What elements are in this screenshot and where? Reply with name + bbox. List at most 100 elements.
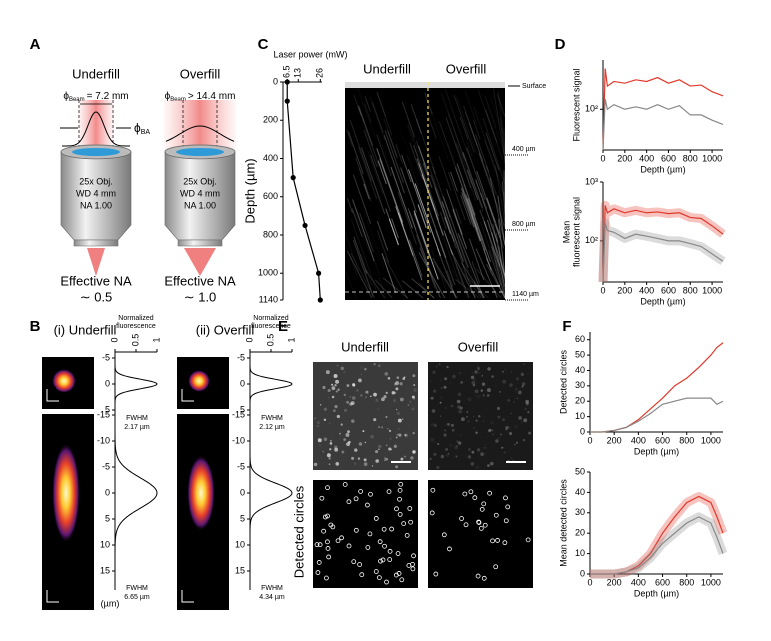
- image-streak: [482, 118, 506, 185]
- cell-spot: [331, 383, 334, 386]
- tick-label: 5: [240, 513, 245, 523]
- image-streak: [445, 117, 472, 189]
- cell-spot: [496, 406, 501, 411]
- detected-circle: [429, 510, 435, 516]
- image-streak: [353, 236, 368, 274]
- detected-circle: [321, 528, 326, 534]
- image-streak: [418, 145, 430, 177]
- image-streak: [351, 219, 378, 294]
- cell-spot: [317, 425, 319, 427]
- cell-spot: [393, 444, 397, 448]
- axial-spot: [52, 443, 80, 543]
- image-streak: [439, 211, 447, 230]
- cell-spot: [364, 441, 367, 444]
- y-axis-title: Mean: [561, 221, 571, 244]
- image-streak: [413, 144, 439, 217]
- cell-spot: [522, 466, 525, 469]
- cell-spot: [329, 439, 332, 442]
- cell-spot: [340, 366, 345, 371]
- cell-spot: [491, 429, 494, 432]
- y-tick-label: 50: [575, 466, 585, 476]
- detected-circle: [367, 531, 373, 537]
- unit: (µm): [101, 598, 120, 608]
- cell-spot: [431, 409, 436, 413]
- detected-circle: [330, 524, 336, 530]
- x-tick-label: 200: [617, 285, 632, 295]
- cell-spot: [457, 405, 461, 409]
- cell-spot: [319, 404, 322, 406]
- image-streak: [402, 280, 424, 299]
- image-streak: [485, 258, 506, 299]
- cell-spot: [367, 417, 369, 419]
- cell-spot: [451, 428, 455, 432]
- cell-spot: [317, 438, 322, 443]
- cell-spot: [412, 431, 415, 435]
- cell-spot: [396, 408, 398, 411]
- image-streak: [382, 277, 409, 299]
- y-tick-label: 60: [575, 334, 585, 344]
- cell-spot: [396, 376, 400, 379]
- cell-spot: [435, 365, 438, 368]
- image-streak: [371, 101, 384, 134]
- image-streak: [430, 174, 455, 243]
- detected-circle: [325, 546, 331, 551]
- image-streak: [477, 89, 504, 161]
- image-streak: [358, 168, 367, 189]
- cell-spot: [525, 399, 530, 404]
- cell-spot: [326, 408, 327, 409]
- cell-spot: [349, 438, 352, 441]
- image-streak: [432, 166, 451, 218]
- image-streak: [415, 119, 437, 175]
- image-streak: [425, 110, 437, 139]
- cell-spot: [483, 446, 486, 449]
- image-streak: [471, 214, 492, 271]
- tick-label: 0: [240, 487, 245, 497]
- cell-spot: [509, 383, 513, 387]
- axis-letter: y: [187, 383, 192, 393]
- image-streak: [422, 163, 433, 188]
- detected-circle: [373, 516, 379, 521]
- cell-spot: [327, 397, 330, 399]
- cell-spot: [395, 465, 399, 469]
- x-axis-title: Depth (µm): [634, 446, 679, 456]
- y-axis-title: fluorescent signal: [571, 197, 581, 267]
- detected-circle: [319, 495, 325, 501]
- beam-diameter-part: ϕ: [63, 91, 69, 102]
- image-streak: [453, 258, 464, 285]
- cell-spot: [373, 418, 377, 422]
- cell-spot: [477, 394, 481, 399]
- detected-circle: [447, 546, 452, 552]
- x-tick-label: 400: [631, 435, 646, 445]
- cell-spot: [521, 382, 526, 386]
- fwhm: FWHM: [126, 585, 148, 592]
- cell-spot: [413, 384, 416, 386]
- beam: [164, 100, 236, 150]
- detected-circle: [368, 491, 373, 497]
- detected-circle: [389, 526, 395, 532]
- cell-spot: [399, 432, 401, 435]
- cell-spot: [514, 387, 518, 392]
- image-streak: [383, 118, 398, 157]
- cell-spot: [370, 425, 372, 427]
- cell-spot: [510, 412, 512, 415]
- cell-spot: [522, 384, 524, 387]
- series-band: [598, 218, 726, 283]
- cell-spot: [375, 459, 379, 463]
- image-streak: [503, 170, 506, 226]
- cell-spot: [459, 372, 461, 374]
- image-streak: [438, 155, 452, 192]
- detected-circle: [503, 495, 508, 501]
- cell-spot: [349, 396, 351, 398]
- detected-circle: [317, 542, 323, 548]
- image-streak: [446, 189, 463, 235]
- fwhm: FWHM: [126, 415, 148, 422]
- image-streak: [489, 177, 506, 245]
- cell-spot: [474, 389, 479, 394]
- cell-spot: [403, 455, 407, 458]
- cell-spot: [459, 406, 463, 410]
- cell-spot: [313, 462, 318, 467]
- image-streak: [413, 212, 431, 259]
- cell-spot: [412, 406, 415, 409]
- cell-spot: [393, 399, 396, 403]
- image-streak: [376, 91, 393, 136]
